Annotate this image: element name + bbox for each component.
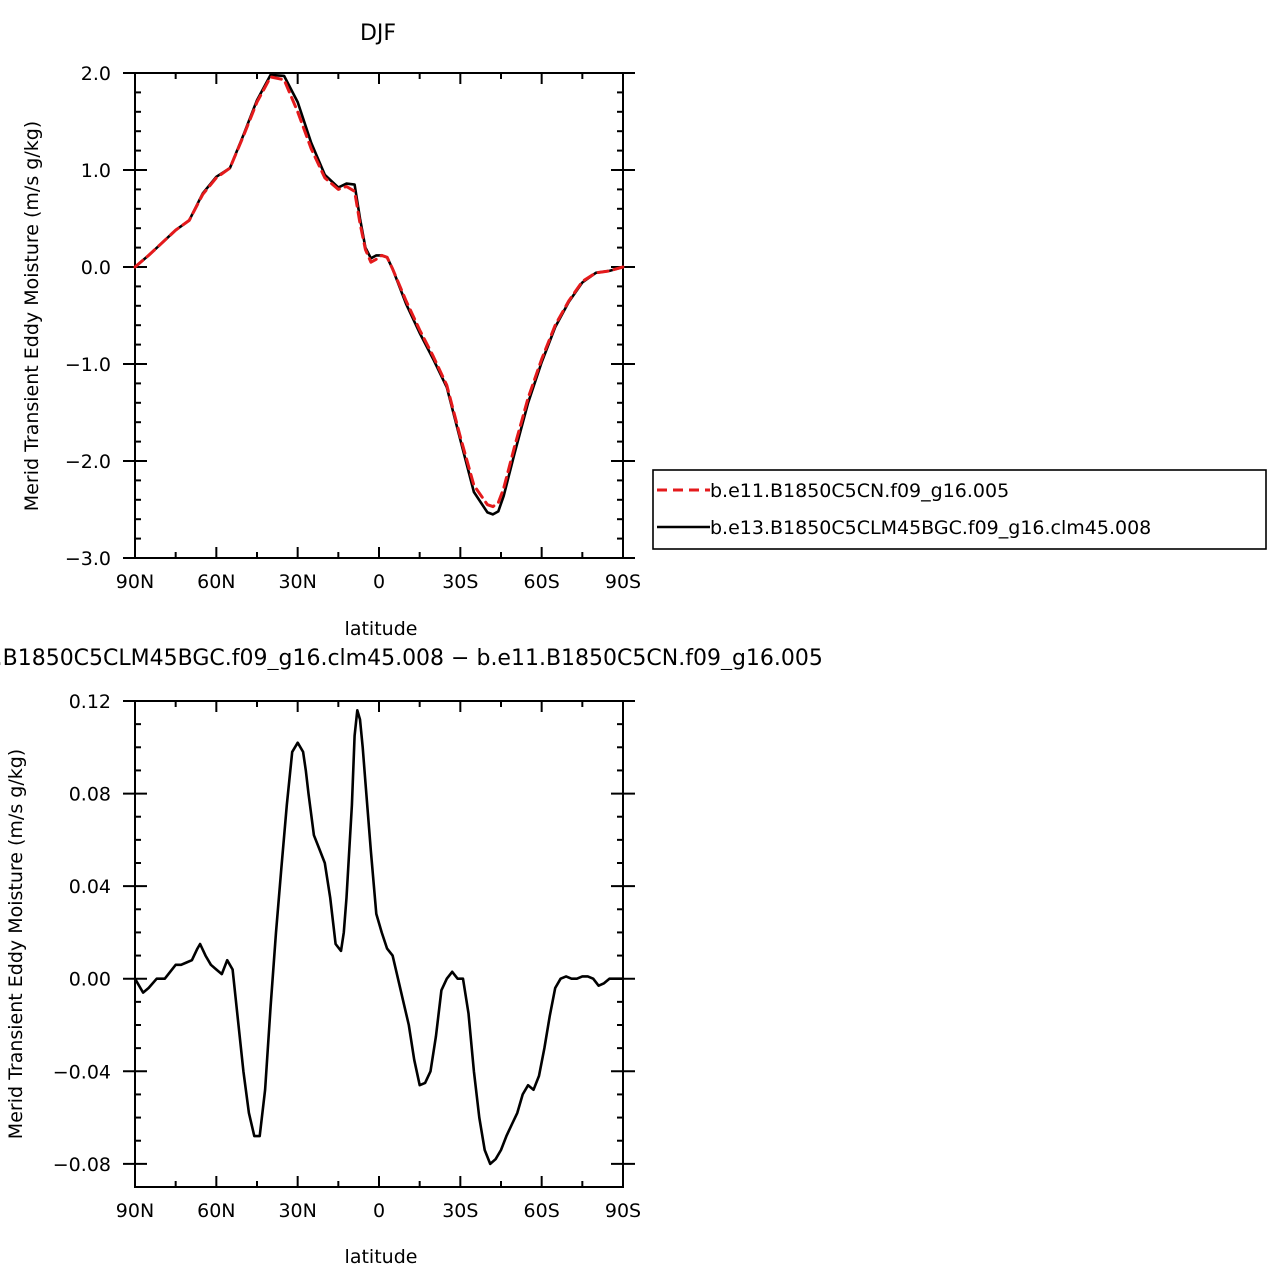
series-line-0	[133, 708, 625, 1166]
top-panel: DJF 90N 60N 30N 0 30S 60S 90S 2.0 1.0 0.0 −1.0 −2.0 −…	[21, 21, 641, 640]
y-tick-label: −3.0	[65, 548, 111, 570]
y-tick-label: 0.08	[69, 784, 111, 806]
plot-frame	[134, 72, 624, 559]
chart-title: DJF	[360, 21, 396, 46]
legend: b.e11.B1850C5CN.f09_g16.005 b.e13.B1850C5…	[652, 469, 1267, 550]
y-tick-label: −2.0	[65, 451, 111, 473]
x-axis-label: latitude	[345, 1246, 418, 1268]
x-tick-label: 30N	[278, 1200, 316, 1222]
x-tick-label: 0	[373, 571, 385, 593]
y-tick-label: 0.00	[69, 969, 111, 991]
y-tick-label: −1.0	[65, 354, 111, 376]
x-axis-label: latitude	[345, 618, 418, 640]
x-tick-label: 90S	[605, 1200, 641, 1222]
legend-label-0: b.e11.B1850C5CN.f09_g16.005	[710, 480, 1009, 502]
x-tick-label: 60N	[197, 1200, 235, 1222]
y-tick-label: 0.12	[69, 691, 111, 713]
series-line-1	[133, 73, 625, 516]
x-tick-label: 90N	[116, 1200, 154, 1222]
y-axis-label: Merid Transient Eddy Moisture (m/s g/kg)	[5, 749, 27, 1139]
bottom-panel: b.e13.B1850C5CLM45BGC.f09_g16.clm45.008 …	[0, 646, 823, 1268]
x-tick-label: 30S	[442, 1200, 478, 1222]
y-tick-label: 0.04	[69, 876, 111, 898]
y-tick-label: 0.0	[81, 257, 111, 279]
y-tick-label: 1.0	[81, 160, 111, 182]
legend-box	[652, 469, 1267, 550]
y-axis-label: Merid Transient Eddy Moisture (m/s g/kg)	[21, 121, 43, 511]
x-tick-label: 0	[373, 1200, 385, 1222]
x-tick-label: 30S	[442, 571, 478, 593]
x-tick-label: 90N	[116, 571, 154, 593]
x-tick-label: 60S	[524, 571, 560, 593]
series-line-0	[133, 75, 625, 509]
chart-title: b.e13.B1850C5CLM45BGC.f09_g16.clm45.008 …	[0, 646, 823, 671]
x-tick-label: 60S	[524, 1200, 560, 1222]
y-tick-label: −0.04	[53, 1061, 111, 1083]
x-tick-label: 30N	[278, 571, 316, 593]
x-tick-label: 60N	[197, 571, 235, 593]
plot-frame	[134, 700, 624, 1188]
y-tick-label: −0.08	[53, 1154, 111, 1176]
legend-label-1: b.e13.B1850C5CLM45BGC.f09_g16.clm45.008	[710, 517, 1151, 539]
x-tick-label: 90S	[605, 571, 641, 593]
y-tick-label: 2.0	[81, 63, 111, 85]
